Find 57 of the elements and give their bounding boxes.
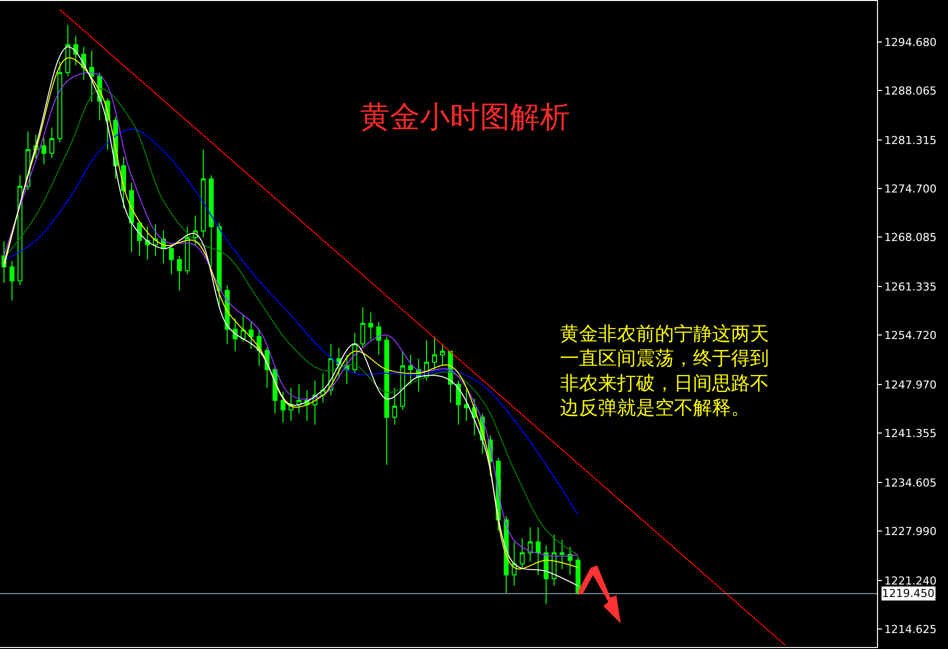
candlestick bbox=[568, 546, 572, 576]
text: 黄金小时图解析 bbox=[360, 100, 570, 135]
candlestick bbox=[192, 215, 198, 246]
y-tick-label: 1261.335 bbox=[884, 280, 937, 294]
candlestick bbox=[73, 35, 78, 66]
candlestick bbox=[248, 321, 254, 350]
ref-line-label: 1219.450 bbox=[882, 587, 934, 600]
candlestick bbox=[137, 222, 142, 256]
y-tick-label: 1294.680 bbox=[884, 36, 937, 49]
y-tick-label: 1214.625 bbox=[884, 622, 937, 636]
y-tick-label: 1221.240 bbox=[884, 574, 937, 588]
candlestick bbox=[10, 260, 14, 302]
candlestick bbox=[200, 149, 206, 238]
candlestick bbox=[464, 387, 469, 422]
y-tick-label: 1274.700 bbox=[884, 182, 937, 196]
y-tick-label: 1227.990 bbox=[884, 524, 937, 538]
candlestick bbox=[65, 24, 70, 77]
candlestick bbox=[296, 384, 302, 414]
candlestick bbox=[528, 526, 533, 562]
candlestick bbox=[129, 182, 134, 253]
candlestick bbox=[432, 336, 437, 370]
candlestick bbox=[368, 312, 374, 341]
candlestick bbox=[168, 244, 174, 275]
candlestick bbox=[552, 534, 557, 586]
candlestick bbox=[456, 380, 461, 426]
y-tick-label: 1254.720 bbox=[884, 328, 937, 342]
candlestick bbox=[280, 391, 286, 423]
candlestick bbox=[360, 306, 366, 348]
candlestick bbox=[176, 255, 182, 291]
candlestick bbox=[49, 127, 54, 159]
candlestick bbox=[57, 61, 62, 143]
candlestick bbox=[89, 50, 94, 102]
candlestick bbox=[536, 526, 541, 576]
candlestick bbox=[440, 343, 445, 366]
candlestick bbox=[145, 226, 150, 260]
candlestick bbox=[512, 541, 517, 586]
y-tick-label: 1281.315 bbox=[884, 134, 937, 147]
annotation: 黄金非农前的宁静这两天一直区间震荡，终于得到非农来打破，日间思路不边反弹就是空不解释。 bbox=[560, 323, 769, 420]
candlestick bbox=[400, 350, 406, 410]
candlestick bbox=[384, 336, 390, 466]
candlestick bbox=[232, 318, 238, 352]
candlestick bbox=[17, 174, 22, 286]
candlestick bbox=[560, 539, 565, 570]
candlestick bbox=[184, 226, 190, 275]
y-tick-label: 1241.355 bbox=[884, 426, 937, 440]
candlestick bbox=[408, 354, 414, 385]
y-tick-label: 1234.605 bbox=[884, 476, 937, 490]
candlestick bbox=[520, 538, 525, 568]
candlestick bbox=[376, 321, 382, 356]
candlestick bbox=[153, 224, 158, 256]
y-tick-label: 1247.970 bbox=[884, 378, 937, 392]
candlestick bbox=[208, 174, 214, 268]
y-tick-label: 1268.085 bbox=[884, 230, 937, 244]
candlestick bbox=[41, 137, 46, 165]
candlestick bbox=[392, 387, 398, 426]
y-tick-label: 1288.065 bbox=[884, 84, 937, 98]
candlestick bbox=[240, 314, 246, 342]
